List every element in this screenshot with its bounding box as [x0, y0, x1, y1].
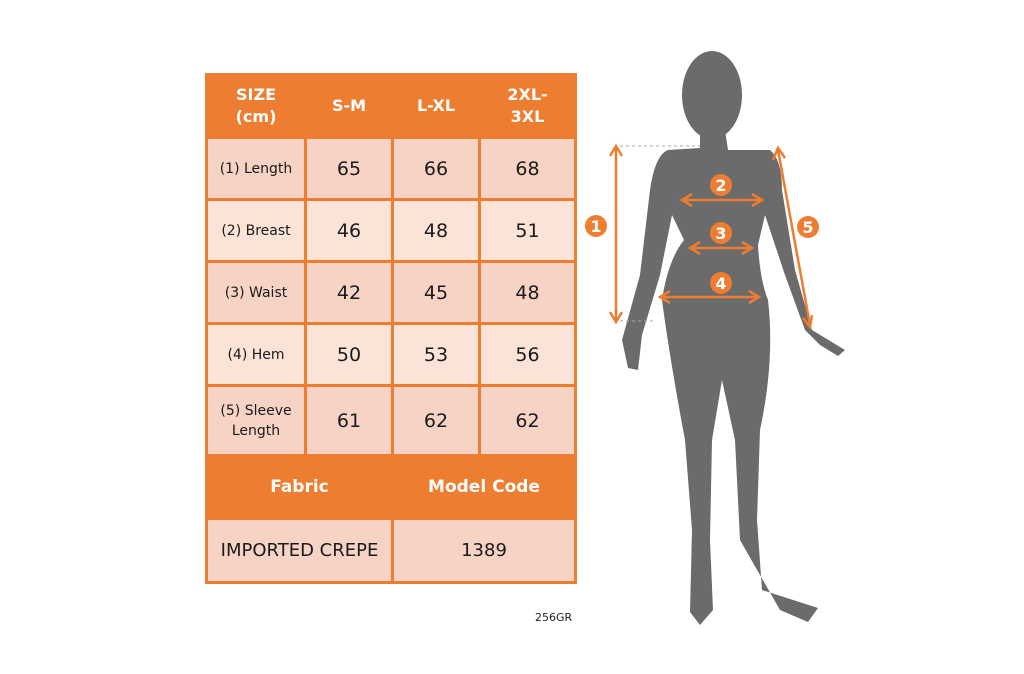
header-l-xl: L-XL — [391, 73, 481, 139]
cell: 46 — [304, 198, 394, 263]
cell: 66 — [391, 136, 481, 201]
marker-3-label: 3 — [715, 224, 726, 243]
measurement-arrows — [608, 143, 814, 331]
cell: 45 — [391, 260, 481, 325]
cell: 42 — [304, 260, 394, 325]
marker-5-label: 5 — [802, 218, 813, 237]
row-label: (4) Hem — [205, 322, 307, 387]
footer-header-row: Fabric Model Code — [205, 454, 577, 520]
marker-4 — [710, 272, 732, 294]
cell: 48 — [478, 260, 577, 325]
header-text: 2XL- 3XL — [507, 85, 548, 126]
cell: 65 — [304, 136, 394, 201]
table-row: (4) Hem 50 53 56 — [205, 322, 577, 387]
cell: 61 — [304, 384, 394, 457]
header-size: SIZE (cm) — [205, 73, 307, 139]
header-s-m: S-M — [304, 73, 394, 139]
model-code-header: Model Code — [391, 454, 577, 520]
cell: 48 — [391, 198, 481, 263]
table-row: (1) Length 65 66 68 — [205, 136, 577, 201]
marker-5 — [797, 216, 819, 238]
markers: 1 2 3 4 5 — [585, 174, 819, 294]
cell: 62 — [478, 384, 577, 457]
cell: 50 — [304, 322, 394, 387]
guide-lines — [620, 145, 700, 322]
table-row: (5) Sleeve Length 61 62 62 — [205, 384, 577, 457]
table-row: (2) Breast 46 48 51 — [205, 198, 577, 263]
cell: 68 — [478, 136, 577, 201]
row-label: (3) Waist — [205, 260, 307, 325]
row-label: (1) Length — [205, 136, 307, 201]
footer-value-row: IMPORTED CREPE 1389 — [205, 517, 577, 584]
cell: 62 — [391, 384, 481, 457]
header-row: SIZE (cm) S-M L-XL 2XL- 3XL — [205, 73, 577, 139]
header-2xl-3xl: 2XL- 3XL — [478, 73, 577, 139]
silhouette — [622, 51, 845, 625]
fabric-value: IMPORTED CREPE — [205, 517, 394, 584]
marker-2 — [710, 174, 732, 196]
cell: 51 — [478, 198, 577, 263]
fabric-header: Fabric — [205, 454, 394, 520]
marker-1-label: 1 — [590, 217, 601, 236]
marker-1 — [585, 215, 607, 237]
marker-3 — [710, 222, 732, 244]
product-code: 256GR — [535, 611, 573, 624]
marker-4-label: 4 — [715, 274, 726, 293]
size-chart-table: SIZE (cm) S-M L-XL 2XL- 3XL (1) Length 65… — [205, 73, 577, 584]
table-row: (3) Waist 42 45 48 — [205, 260, 577, 325]
header-text: SIZE (cm) — [235, 85, 277, 126]
cell: 53 — [391, 322, 481, 387]
row-label: (2) Breast — [205, 198, 307, 263]
model-code-value: 1389 — [391, 517, 577, 584]
marker-2-label: 2 — [715, 176, 726, 195]
cell: 56 — [478, 322, 577, 387]
row-label: (5) Sleeve Length — [205, 384, 307, 457]
